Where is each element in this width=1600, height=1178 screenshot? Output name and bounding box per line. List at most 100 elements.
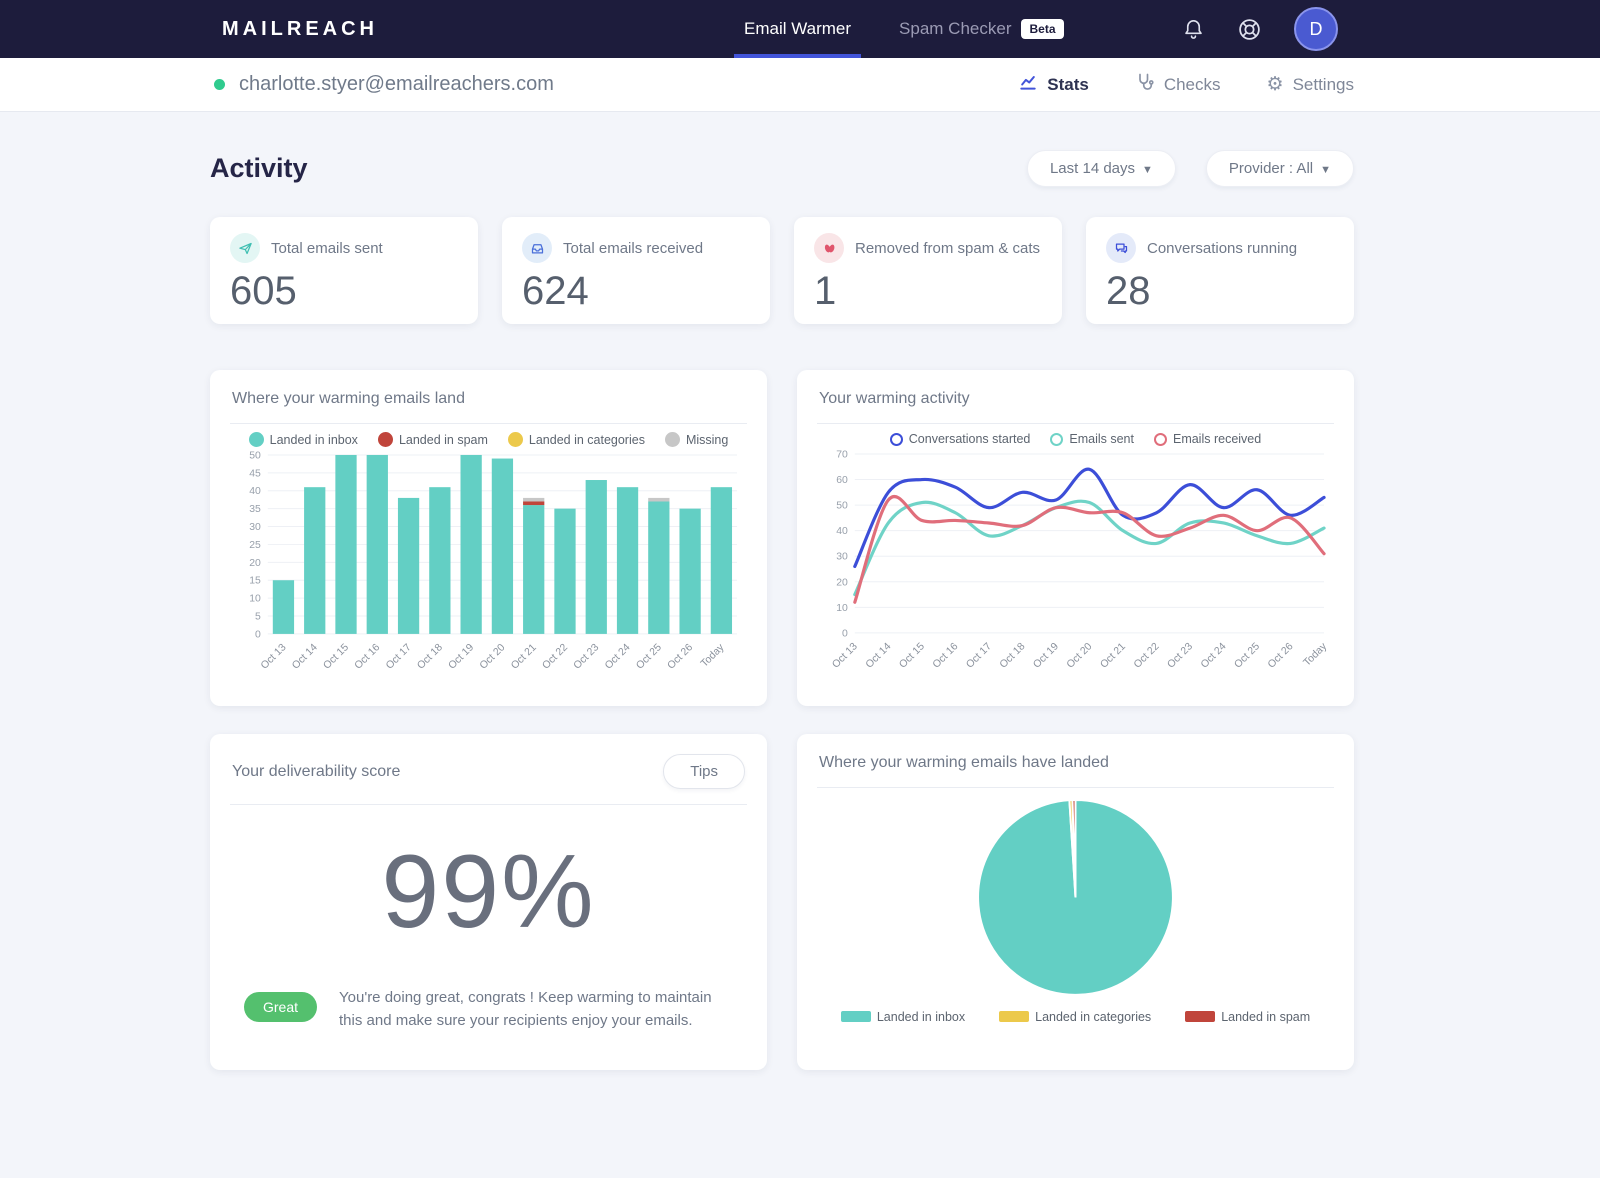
help-lifebuoy-icon[interactable] <box>1237 17 1262 42</box>
provider-dropdown[interactable]: Provider : All ▼ <box>1205 150 1354 187</box>
bar-segment[interactable] <box>304 487 326 634</box>
svg-text:20: 20 <box>249 558 261 569</box>
bar-segment[interactable] <box>523 501 545 506</box>
bar-segment[interactable] <box>523 497 545 502</box>
date-range-dropdown[interactable]: Last 14 days ▼ <box>1026 150 1176 187</box>
legend-item[interactable]: Landed in inbox <box>840 1010 965 1024</box>
svg-text:Oct 24: Oct 24 <box>603 642 633 672</box>
svg-text:Oct 14: Oct 14 <box>290 642 320 672</box>
svg-text:20: 20 <box>836 577 848 588</box>
bar-chart[interactable]: 0 5 10 15 20 25 30 35 40 45 50 Oct 13 Oct 14 Oct 15 Oc… <box>232 449 745 685</box>
bar-segment[interactable] <box>710 487 733 634</box>
tab-email-warmer[interactable]: Email Warmer <box>734 0 862 58</box>
svg-text:Today: Today <box>1302 641 1330 669</box>
svg-text:Oct 16: Oct 16 <box>353 642 383 672</box>
bar-segment[interactable] <box>554 508 576 634</box>
svg-text:40: 40 <box>249 486 261 497</box>
page-title: Activity <box>210 153 308 183</box>
line-chart[interactable]: 0 10 20 30 40 50 60 70 Oct 13 Oct 14 Oct 15 Oct 16 O… <box>819 448 1332 684</box>
svg-text:Oct 17: Oct 17 <box>964 641 994 671</box>
bell-icon[interactable] <box>1182 17 1205 41</box>
user-avatar[interactable]: D <box>1294 7 1338 51</box>
legend-item[interactable]: Landed in spam <box>1185 1010 1310 1024</box>
stat-card-emails-received: Total emails received 624 <box>502 217 770 324</box>
bar-segment[interactable] <box>272 580 295 634</box>
legend-label: Emails sent <box>1069 432 1134 446</box>
svg-text:30: 30 <box>249 522 261 533</box>
legend-label: Landed in inbox <box>269 432 358 447</box>
legend-swatch-icon <box>889 432 903 446</box>
legend-item[interactable]: Conversations started <box>889 432 1031 446</box>
legend-label: Missing <box>685 432 729 447</box>
pie-chart[interactable] <box>819 796 1332 1004</box>
bar-segment[interactable] <box>460 454 482 634</box>
legend-item[interactable]: Landed in spam <box>377 432 488 447</box>
legend-item[interactable]: Emails sent <box>1050 432 1134 446</box>
svg-text:Today: Today <box>699 642 727 670</box>
stat-card-emails-sent: Total emails sent 605 <box>210 217 478 324</box>
svg-text:10: 10 <box>249 594 261 605</box>
pie-slice[interactable] <box>1071 798 1077 898</box>
stat-card-removed-from-spam: Removed from spam & cats 1 <box>794 217 1062 324</box>
svg-text:Oct 13: Oct 13 <box>259 642 289 672</box>
line-series[interactable] <box>853 495 1326 604</box>
line-chart-legend: Conversations started Emails sent Emails r… <box>819 432 1332 446</box>
beta-badge: Beta <box>1021 19 1064 39</box>
svg-text:15: 15 <box>249 576 261 587</box>
stat-label: Removed from spam & cats <box>855 239 1041 257</box>
legend-label: Landed in spam <box>398 432 488 447</box>
legend-item[interactable]: Emails received <box>1153 432 1261 446</box>
legend-item[interactable]: Missing <box>664 432 729 447</box>
stat-value: 28 <box>1106 269 1151 313</box>
legend-label: Conversations started <box>908 432 1031 446</box>
legend-swatch-icon <box>1050 432 1064 446</box>
nav-item-stats[interactable]: Stats <box>1018 72 1089 97</box>
mailreach-logo: MAILREACH <box>222 17 378 40</box>
bar-segment[interactable] <box>648 501 670 634</box>
pie-chart-card: Where your warming emails have landed La… <box>797 734 1354 1070</box>
legend-swatch-icon <box>664 432 680 447</box>
bar-segment[interactable] <box>397 497 420 634</box>
legend-item[interactable]: Landed in inbox <box>248 432 358 447</box>
line-series[interactable] <box>853 499 1326 597</box>
avatar-initial: D <box>1309 18 1323 39</box>
legend-swatch-icon <box>840 1011 871 1023</box>
svg-text:Oct 20: Oct 20 <box>478 642 508 672</box>
bar-segment[interactable] <box>616 487 639 634</box>
legend-swatch-icon <box>248 432 264 447</box>
nav-item-settings-label: Settings <box>1292 74 1354 94</box>
tips-button[interactable]: Tips <box>663 754 745 789</box>
svg-text:Oct 26: Oct 26 <box>1266 641 1296 671</box>
svg-text:Oct 24: Oct 24 <box>1199 641 1229 671</box>
stat-cards-row: Total emails sent 605 Total emails recei… <box>210 217 1354 324</box>
bar-segment[interactable] <box>429 487 451 634</box>
svg-text:25: 25 <box>249 540 261 551</box>
date-range-value: Last 14 days <box>1049 160 1136 177</box>
bar-segment[interactable] <box>679 508 701 634</box>
legend-swatch-icon <box>1185 1011 1216 1023</box>
gear-icon: ⚙ <box>1266 73 1284 95</box>
nav-item-settings[interactable]: ⚙ Settings <box>1267 75 1354 95</box>
nav-item-checks[interactable]: Checks <box>1135 72 1221 97</box>
svg-text:50: 50 <box>249 450 261 461</box>
svg-text:Oct 21: Oct 21 <box>509 642 539 672</box>
legend-item[interactable]: Landed in categories <box>507 432 645 447</box>
chevron-down-icon: ▼ <box>1142 164 1153 176</box>
spam-rescue-icon <box>814 233 844 263</box>
bar-segment[interactable] <box>491 458 514 634</box>
bar-segment[interactable] <box>366 454 388 634</box>
bar-segment[interactable] <box>648 497 670 502</box>
svg-text:Oct 18: Oct 18 <box>998 641 1028 671</box>
svg-text:Oct 16: Oct 16 <box>931 641 961 671</box>
line-series[interactable] <box>853 467 1326 569</box>
stethoscope-icon <box>1135 72 1155 97</box>
bar-segment[interactable] <box>335 454 357 634</box>
bar-segment[interactable] <box>585 480 607 634</box>
tab-spam-checker[interactable]: Spam Checker Beta <box>889 0 1073 58</box>
legend-label: Landed in categories <box>1035 1009 1152 1024</box>
legend-item[interactable]: Landed in categories <box>999 1010 1151 1024</box>
legend-swatch-icon <box>999 1011 1030 1023</box>
bar-segment[interactable] <box>523 505 545 634</box>
chevron-down-icon: ▼ <box>1320 164 1331 176</box>
legend-swatch-icon <box>1153 432 1167 446</box>
